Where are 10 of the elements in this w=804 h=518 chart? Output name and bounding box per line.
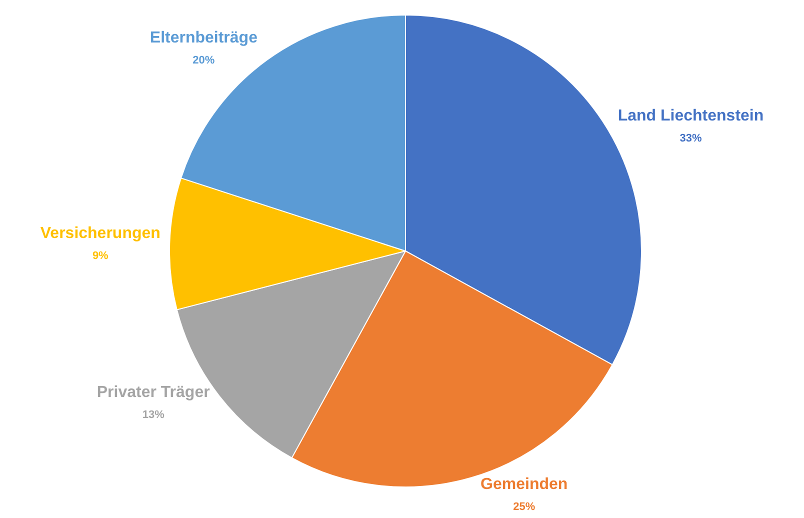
slice-label: Privater Träger: [96, 384, 210, 402]
data-label: 13%: [142, 408, 165, 421]
slice-label: Gemeinden: [480, 476, 568, 494]
data-label: 9%: [92, 250, 109, 262]
slice-label: Elternbeiträge: [150, 30, 258, 47]
slice-label: Versicherungen: [40, 225, 160, 242]
data-label: 33%: [680, 132, 702, 144]
slice-label: Land Liechtenstein: [618, 108, 764, 125]
data-label: 20%: [192, 54, 215, 66]
data-label: 25%: [513, 500, 536, 513]
